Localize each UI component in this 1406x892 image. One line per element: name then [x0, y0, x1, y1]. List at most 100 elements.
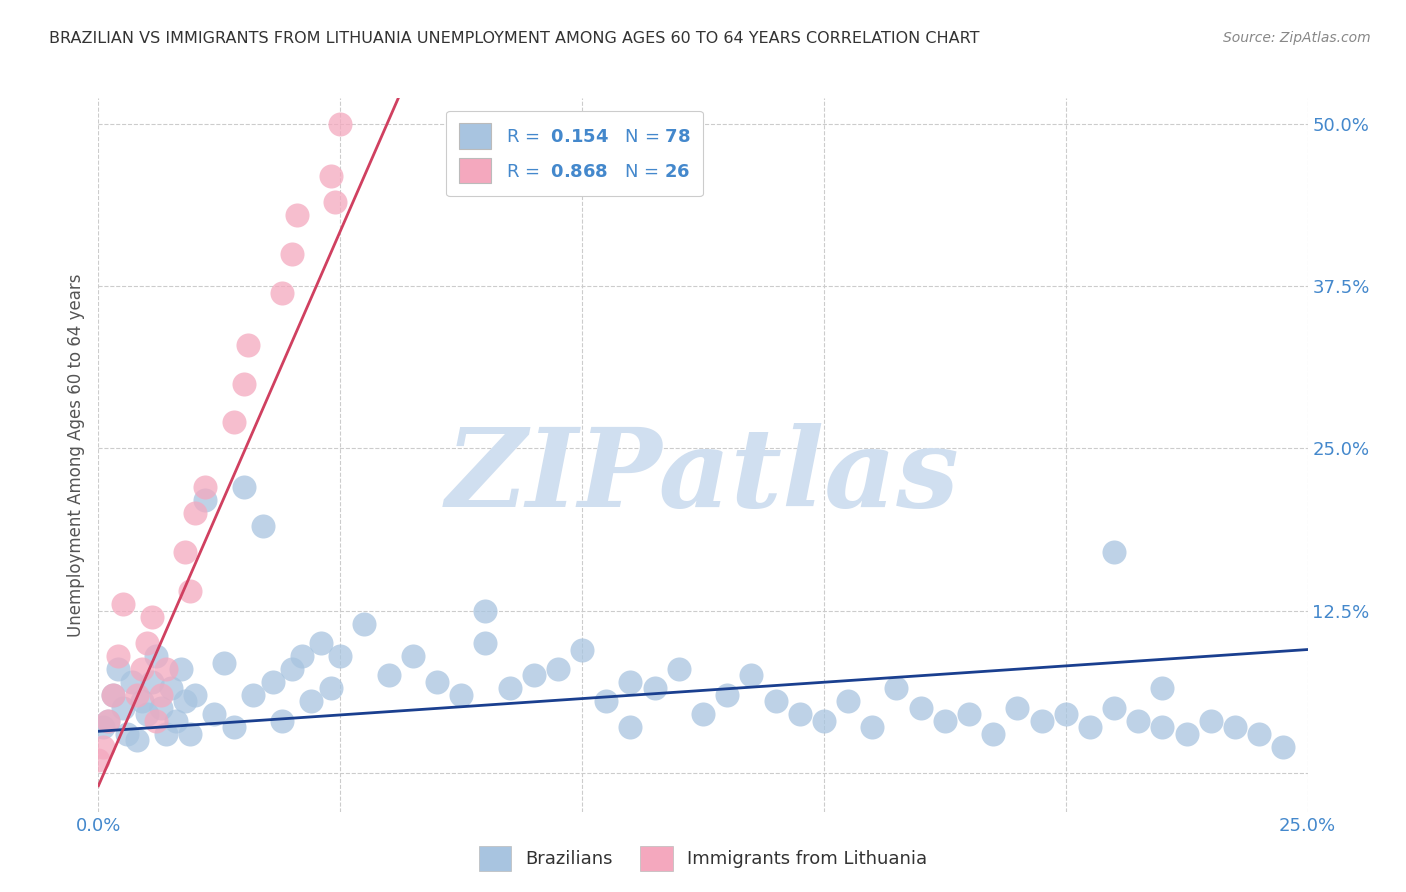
- Point: [934, 714, 956, 728]
- Point: [1272, 739, 1295, 754]
- Point: [150, 701, 173, 715]
- Point: [184, 506, 207, 520]
- Point: [1054, 707, 1077, 722]
- Point: [329, 117, 352, 131]
- Point: [910, 701, 932, 715]
- Point: [789, 707, 811, 722]
- Point: [837, 694, 859, 708]
- Text: BRAZILIAN VS IMMIGRANTS FROM LITHUANIA UNEMPLOYMENT AMONG AGES 60 TO 64 YEARS CO: BRAZILIAN VS IMMIGRANTS FROM LITHUANIA U…: [49, 31, 980, 46]
- Point: [174, 694, 197, 708]
- Point: [547, 662, 569, 676]
- Point: [290, 648, 312, 663]
- Point: [169, 662, 191, 676]
- Point: [765, 694, 787, 708]
- Point: [127, 688, 149, 702]
- Point: [1031, 714, 1053, 728]
- Point: [141, 675, 163, 690]
- Point: [141, 610, 163, 624]
- Point: [131, 694, 153, 708]
- Point: [160, 681, 183, 696]
- Point: [377, 668, 399, 682]
- Point: [252, 519, 274, 533]
- Point: [813, 714, 835, 728]
- Point: [474, 636, 496, 650]
- Point: [1249, 727, 1271, 741]
- Point: [121, 675, 143, 690]
- Point: [716, 688, 738, 702]
- Point: [1078, 720, 1101, 734]
- Point: [1128, 714, 1150, 728]
- Point: [271, 714, 294, 728]
- Point: [174, 545, 197, 559]
- Point: [1199, 714, 1222, 728]
- Point: [1175, 727, 1198, 741]
- Point: [242, 688, 264, 702]
- Point: [117, 727, 139, 741]
- Point: [281, 662, 304, 676]
- Point: [329, 648, 352, 663]
- Point: [179, 584, 201, 599]
- Point: [325, 194, 347, 209]
- Point: [299, 694, 322, 708]
- Point: [179, 727, 201, 741]
- Point: [1152, 681, 1174, 696]
- Point: [131, 662, 153, 676]
- Point: [353, 616, 375, 631]
- Point: [450, 688, 472, 702]
- Point: [204, 707, 226, 722]
- Point: [619, 720, 641, 734]
- Point: [619, 675, 641, 690]
- Legend: Brazilians, Immigrants from Lithuania: Brazilians, Immigrants from Lithuania: [471, 838, 935, 879]
- Point: [595, 694, 617, 708]
- Point: [1102, 701, 1125, 715]
- Point: [87, 753, 110, 767]
- Point: [1223, 720, 1246, 734]
- Point: [97, 714, 120, 728]
- Point: [474, 604, 496, 618]
- Point: [1102, 545, 1125, 559]
- Y-axis label: Unemployment Among Ages 60 to 64 years: Unemployment Among Ages 60 to 64 years: [66, 273, 84, 637]
- Point: [150, 688, 173, 702]
- Point: [232, 480, 254, 494]
- Point: [222, 416, 245, 430]
- Point: [692, 707, 714, 722]
- Point: [127, 733, 149, 747]
- Point: [184, 688, 207, 702]
- Point: [135, 707, 157, 722]
- Point: [101, 688, 124, 702]
- Point: [212, 656, 235, 670]
- Point: [498, 681, 520, 696]
- Text: Source: ZipAtlas.com: Source: ZipAtlas.com: [1223, 31, 1371, 45]
- Point: [571, 642, 593, 657]
- Point: [319, 169, 342, 183]
- Point: [107, 648, 129, 663]
- Point: [111, 597, 134, 611]
- Point: [402, 648, 425, 663]
- Point: [232, 376, 254, 391]
- Point: [644, 681, 666, 696]
- Point: [97, 714, 120, 728]
- Point: [271, 285, 294, 300]
- Point: [194, 493, 217, 508]
- Point: [91, 720, 114, 734]
- Point: [165, 714, 187, 728]
- Text: ZIPatlas: ZIPatlas: [446, 423, 960, 530]
- Point: [155, 727, 177, 741]
- Legend: R =  $\bf{0.154}$   N = $\bf{78}$, R =  $\bf{0.868}$   N = $\bf{26}$: R = $\bf{0.154}$ N = $\bf{78}$, R = $\bf…: [446, 111, 703, 196]
- Point: [957, 707, 980, 722]
- Point: [426, 675, 449, 690]
- Point: [886, 681, 908, 696]
- Point: [222, 720, 245, 734]
- Point: [262, 675, 284, 690]
- Point: [1152, 720, 1174, 734]
- Point: [319, 681, 342, 696]
- Point: [111, 701, 134, 715]
- Point: [145, 648, 167, 663]
- Point: [145, 714, 167, 728]
- Point: [860, 720, 883, 734]
- Point: [285, 208, 308, 222]
- Point: [194, 480, 217, 494]
- Point: [91, 739, 114, 754]
- Point: [135, 636, 157, 650]
- Point: [309, 636, 332, 650]
